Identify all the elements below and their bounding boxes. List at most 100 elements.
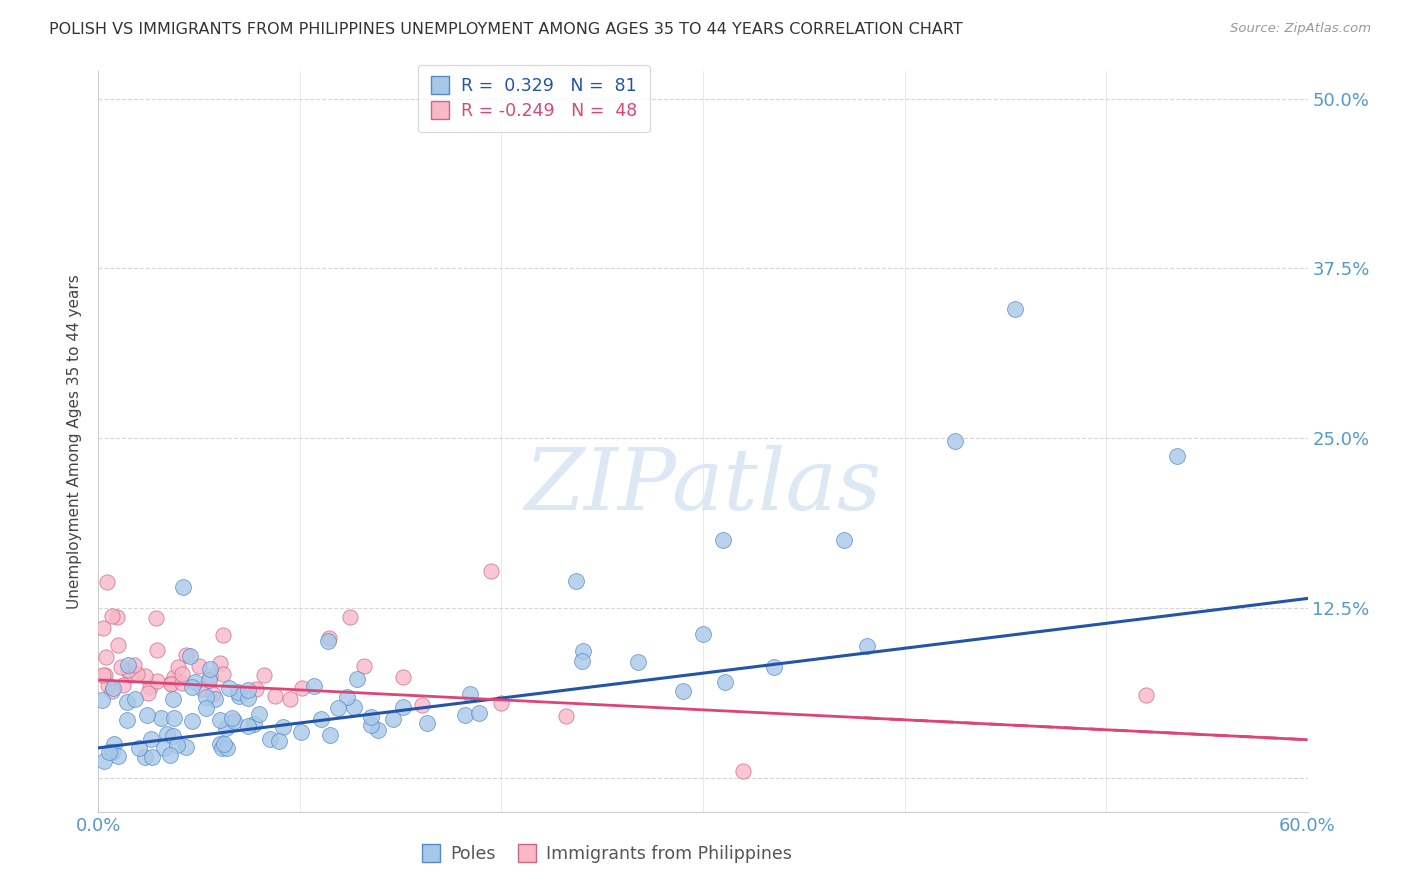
Point bbox=[181, 714, 204, 728]
Point bbox=[343, 700, 366, 714]
Point bbox=[489, 696, 512, 710]
Point bbox=[172, 666, 194, 681]
Point bbox=[209, 656, 232, 670]
Point bbox=[360, 710, 382, 724]
Point bbox=[832, 533, 855, 547]
Point bbox=[98, 745, 121, 759]
Point bbox=[328, 701, 350, 715]
Point bbox=[411, 698, 433, 713]
Point bbox=[211, 741, 233, 756]
Point bbox=[162, 692, 184, 706]
Point bbox=[200, 662, 222, 676]
Point bbox=[318, 631, 340, 645]
Point bbox=[172, 581, 194, 595]
Point bbox=[236, 719, 259, 733]
Point bbox=[115, 713, 138, 727]
Point bbox=[243, 717, 266, 731]
Point bbox=[159, 675, 181, 690]
Point bbox=[198, 669, 221, 683]
Point bbox=[124, 658, 146, 673]
Point bbox=[162, 729, 184, 743]
Point bbox=[571, 654, 593, 668]
Point bbox=[278, 692, 301, 706]
Point bbox=[392, 700, 415, 714]
Point bbox=[228, 689, 250, 703]
Point bbox=[146, 643, 169, 657]
Point bbox=[120, 668, 142, 682]
Point bbox=[339, 610, 361, 624]
Point bbox=[145, 611, 167, 625]
Point bbox=[336, 690, 359, 704]
Point bbox=[100, 684, 122, 698]
Point bbox=[458, 687, 481, 701]
Point bbox=[714, 675, 737, 690]
Point bbox=[107, 748, 129, 763]
Point bbox=[91, 693, 114, 707]
Point bbox=[565, 574, 588, 588]
Text: POLISH VS IMMIGRANTS FROM PHILIPPINES UNEMPLOYMENT AMONG AGES 35 TO 44 YEARS COR: POLISH VS IMMIGRANTS FROM PHILIPPINES UN… bbox=[49, 22, 963, 37]
Point bbox=[139, 680, 162, 694]
Point bbox=[360, 718, 382, 732]
Point bbox=[107, 638, 129, 652]
Point bbox=[105, 610, 128, 624]
Point bbox=[163, 711, 186, 725]
Point bbox=[711, 533, 734, 547]
Point bbox=[238, 683, 260, 698]
Point bbox=[117, 657, 139, 672]
Point bbox=[555, 708, 578, 723]
Point bbox=[212, 737, 235, 751]
Point bbox=[692, 627, 714, 641]
Point bbox=[733, 764, 755, 778]
Point bbox=[136, 686, 159, 700]
Point bbox=[166, 738, 188, 752]
Point bbox=[125, 667, 148, 681]
Point bbox=[194, 690, 217, 704]
Point bbox=[367, 723, 389, 737]
Point bbox=[128, 741, 150, 756]
Point bbox=[134, 669, 156, 683]
Text: Source: ZipAtlas.com: Source: ZipAtlas.com bbox=[1230, 22, 1371, 36]
Point bbox=[110, 659, 132, 673]
Point bbox=[214, 721, 236, 735]
Point bbox=[672, 684, 695, 698]
Point bbox=[97, 677, 120, 691]
Point bbox=[159, 747, 181, 762]
Point bbox=[208, 714, 231, 728]
Point bbox=[259, 731, 281, 746]
Point bbox=[290, 725, 312, 739]
Point bbox=[101, 609, 124, 624]
Point bbox=[353, 659, 375, 673]
Point bbox=[481, 564, 503, 578]
Point bbox=[117, 664, 139, 678]
Point bbox=[91, 667, 114, 681]
Y-axis label: Unemployment Among Ages 35 to 44 years: Unemployment Among Ages 35 to 44 years bbox=[67, 274, 83, 609]
Point bbox=[943, 434, 966, 448]
Point bbox=[346, 672, 368, 686]
Point bbox=[1135, 689, 1157, 703]
Point bbox=[291, 681, 314, 695]
Point bbox=[141, 731, 163, 746]
Point bbox=[856, 639, 879, 653]
Point bbox=[415, 715, 437, 730]
Point bbox=[198, 673, 221, 687]
Point bbox=[188, 659, 211, 673]
Point bbox=[112, 678, 135, 692]
Point bbox=[170, 676, 193, 690]
Point bbox=[304, 679, 326, 693]
Point bbox=[93, 621, 115, 635]
Point bbox=[179, 649, 201, 664]
Point bbox=[134, 749, 156, 764]
Point bbox=[135, 708, 157, 723]
Point bbox=[454, 708, 477, 723]
Point bbox=[226, 685, 249, 699]
Point bbox=[152, 740, 174, 755]
Point bbox=[247, 706, 270, 721]
Point bbox=[1166, 449, 1188, 463]
Point bbox=[224, 714, 246, 729]
Point bbox=[253, 667, 276, 681]
Point bbox=[762, 660, 785, 674]
Point bbox=[174, 740, 197, 755]
Point bbox=[180, 680, 202, 694]
Point bbox=[627, 655, 650, 669]
Point bbox=[212, 666, 235, 681]
